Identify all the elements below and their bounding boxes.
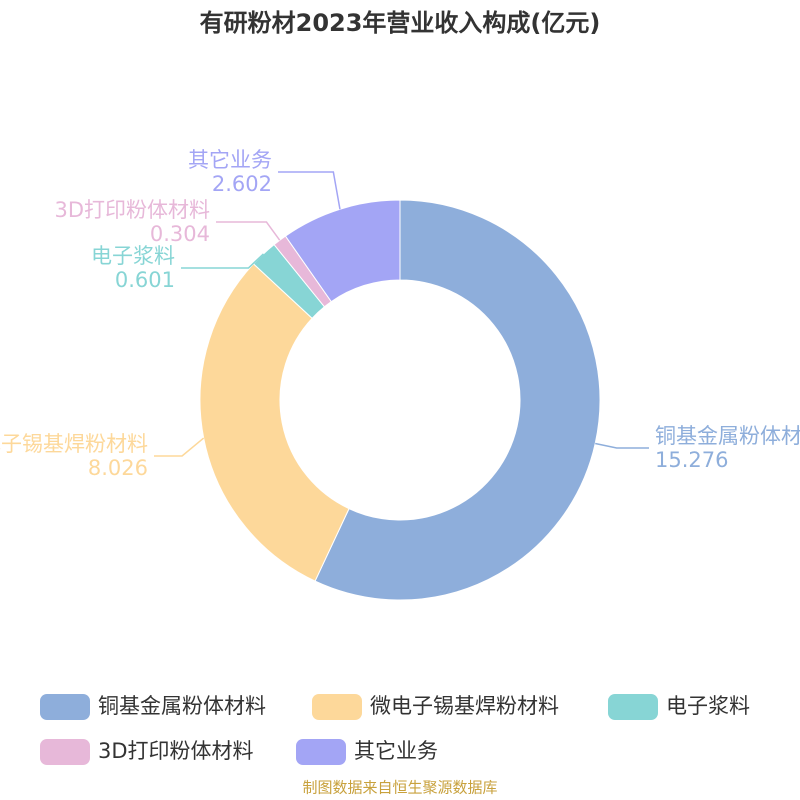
label-value: 15.276 xyxy=(655,448,728,472)
legend-swatch xyxy=(296,739,346,765)
leader-line xyxy=(181,253,264,269)
label-name: 3D打印粉体材料 xyxy=(54,198,210,222)
leader-line xyxy=(595,442,649,449)
slice-label: 电子浆料 0.601 xyxy=(91,244,175,292)
label-value: 0.304 xyxy=(150,222,210,246)
donut-slice xyxy=(199,263,350,582)
legend-label: 微电子锡基焊粉材料 xyxy=(370,694,559,718)
slice-label: 其它业务 2.602 xyxy=(188,148,272,196)
legend-label: 其它业务 xyxy=(354,739,438,763)
label-name: 其它业务 xyxy=(188,148,272,172)
label-value: 8.026 xyxy=(88,456,148,480)
leader-line xyxy=(278,171,341,210)
leader-line xyxy=(154,437,205,457)
legend-label: 3D打印粉体材料 xyxy=(98,739,254,763)
label-name: 微电子锡基焊粉材料 xyxy=(0,432,148,456)
label-value: 0.601 xyxy=(115,268,175,292)
chart-title: 有研粉材2023年营业收入构成(亿元) xyxy=(200,9,601,37)
legend-label: 电子浆料 xyxy=(666,694,750,718)
donut-slice xyxy=(314,199,601,601)
legend-swatch xyxy=(312,694,362,720)
slice-label: 铜基金属粉体材料15.276 xyxy=(655,424,800,472)
label-value: 2.602 xyxy=(212,172,272,196)
label-name: 铜基金属粉体材料 xyxy=(655,424,800,448)
legend-label: 铜基金属粉体材料 xyxy=(98,694,266,718)
slice-label: 微电子锡基焊粉材料8.026 xyxy=(0,432,148,480)
legend-swatch xyxy=(40,739,90,765)
legend-swatch xyxy=(40,694,90,720)
source-note: 制图数据来自恒生聚源数据库 xyxy=(302,779,497,797)
label-name: 电子浆料 xyxy=(91,244,175,268)
legend-swatch xyxy=(608,694,658,720)
donut-slice xyxy=(284,199,401,303)
leader-line xyxy=(216,221,281,241)
slice-label: 3D打印粉体材料 0.304 xyxy=(54,198,210,246)
